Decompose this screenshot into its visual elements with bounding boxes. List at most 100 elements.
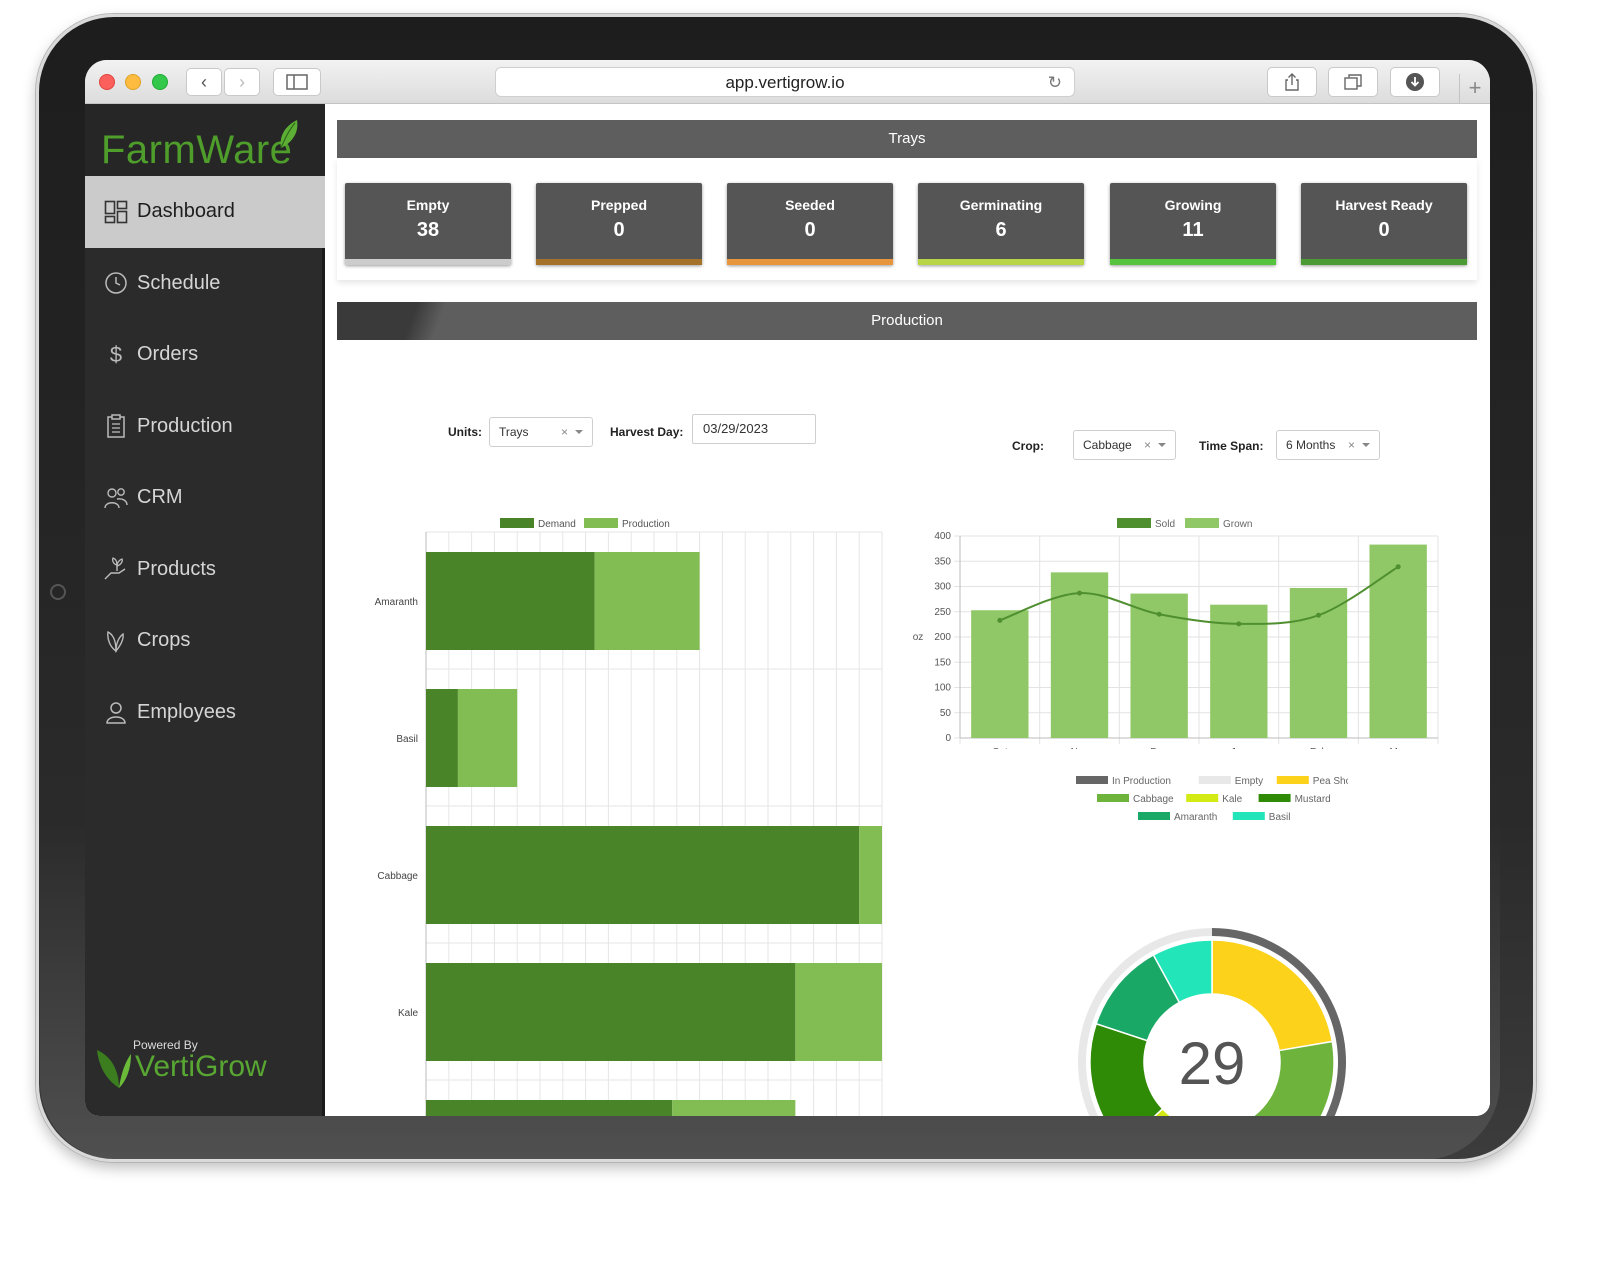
y-tick-label: 200 [934,632,951,643]
tray-card-germinating[interactable]: Germinating 6 [918,183,1084,265]
main-content: Trays Empty 38 Prepped 0 Seeded 0 Germin… [328,104,1490,1116]
sidebar-item-label: Employees [137,700,236,723]
tray-card-status-bar [918,259,1084,265]
ring-segment-empty [1078,928,1212,1116]
bar-grown-mar [1369,544,1427,738]
farmware-logo[interactable]: FarmWare [101,128,293,172]
dollar-icon: $ [109,341,123,367]
point-sold-feb [1316,612,1321,618]
grow-room-breakdown-chart: In Production Empty Pea Shoots Cabbage Kale M… [1076,776,1348,1116]
powered-by-vertigrow: Powered By VertiGrow [93,1032,313,1092]
back-button[interactable]: ‹ [186,68,222,96]
tray-card-prepped[interactable]: Prepped 0 [536,183,702,265]
clear-time-span-icon[interactable]: × [1347,438,1355,452]
tray-card-status-bar [536,259,702,265]
sidebar-item-dashboard[interactable]: Dashboard [85,176,325,248]
point-sold-mar [1395,564,1401,570]
point-sold-jan [1236,621,1242,627]
tray-card-empty[interactable]: Empty 38 [345,183,511,265]
sidebar-item-label: CRM [137,486,183,509]
sidebar-toggle-button[interactable] [273,68,321,96]
tray-card-label: Growing [1164,197,1222,213]
tray-card-harvest-ready[interactable]: Harvest Ready 0 [1301,183,1467,265]
sidebar-item-employees[interactable]: Employees [85,677,325,749]
tabs-overview-button[interactable] [1328,67,1378,97]
sidebar-item-label: Schedule [137,271,221,294]
downloads-button[interactable] [1390,67,1440,97]
tray-card-growing[interactable]: Growing 11 [1110,183,1276,265]
crop-select[interactable]: Cabbage × [1073,430,1176,460]
legend-label-mustard: Mustard [1295,794,1331,805]
tray-card-seeded[interactable]: Seeded 0 [727,183,893,265]
time-span-select[interactable]: 6 Months × [1276,430,1380,460]
production-header: Production [337,302,1477,340]
clipboard-icon [103,413,129,439]
point-sold-oct [997,617,1003,623]
line-sold [999,565,1399,625]
legend-swatch-production [584,518,618,528]
minimize-window-button[interactable] [125,74,141,90]
tray-card-status-bar [345,259,511,265]
harvest-day-input[interactable]: 03/29/2023 [692,414,816,444]
sidebar-item-crops[interactable]: Crops [85,605,325,677]
slice-kale [1153,1107,1173,1116]
sidebar-item-schedule[interactable]: Schedule [85,248,325,320]
legend-swatch-in-production [1076,776,1108,784]
forward-button[interactable]: › [224,68,260,96]
legend-label-in-production: In Production [1112,776,1171,787]
sidebar-item-crm[interactable]: CRM [85,462,325,534]
sidebar-item-production[interactable]: Production [85,391,325,463]
y-tick-label: 250 [934,607,951,618]
legend-swatch-mustard [1258,794,1291,802]
units-select[interactable]: Trays × [489,417,593,447]
zoom-window-button[interactable] [152,74,168,90]
powered-by-label: Powered By [133,1038,198,1052]
harvest-day-label: Harvest Day: [610,425,684,439]
tray-card-label: Germinating [959,197,1043,213]
tray-card-value: 0 [804,219,816,241]
bar-production-basil [457,689,518,787]
address-bar[interactable]: app.vertigrow.io ↻ [495,67,1075,97]
download-icon [1406,73,1424,91]
tray-card-label: Empty [406,197,450,213]
tray-card-value: 0 [1378,219,1390,241]
x-tick-label: Oct [992,747,1008,749]
sidebar-item-products[interactable]: Products [85,534,325,606]
x-tick-label: Jan [1231,747,1247,749]
legend-swatch-grown [1185,518,1219,528]
sidebar-item-orders[interactable]: $ Orders [85,319,325,391]
url-text: app.vertigrow.io [725,73,845,92]
y-tick-label: 350 [934,556,951,567]
leaf-logo-icon [280,120,298,149]
tray-card-status-bar [1301,259,1467,265]
time-span-label: Time Span: [1199,439,1264,453]
bar-demand-cabbage [426,826,860,924]
vertigrow-logo: VertiGrow [135,1050,267,1083]
clock-icon [103,270,129,296]
clear-units-icon[interactable]: × [560,425,568,439]
tray-card-value: 0 [613,219,625,241]
share-button[interactable] [1267,67,1317,97]
harvest-day-value: 03/29/2023 [703,421,769,436]
legend-label-sold: Sold [1155,519,1175,530]
close-window-button[interactable] [99,74,115,90]
bar-production-kale [795,963,882,1061]
y-tick-label: Basil [396,734,418,745]
x-tick-label: Mar [1390,747,1408,749]
bar-production-amaranth [594,552,700,650]
y-tick-label: Amaranth [375,597,418,608]
browser-window: ‹ › app.vertigrow.io ↻ + FarmWare [85,60,1490,1116]
y-tick-label: 100 [934,683,951,694]
new-tab-button[interactable]: + [1459,74,1490,104]
tablet-side-button [50,584,66,600]
bar-demand-basil [426,689,458,787]
legend-swatch-basil [1232,812,1265,820]
bar-grown-jan [1210,604,1268,738]
sidebar-toggle-icon [286,74,308,90]
slice-basil [1152,939,1213,1004]
clear-crop-icon[interactable]: × [1143,438,1151,452]
reload-icon[interactable]: ↻ [1047,73,1062,92]
point-sold-dec [1156,611,1162,617]
legend-label-cabbage: Cabbage [1133,794,1174,805]
chevron-down-icon [1362,443,1370,447]
